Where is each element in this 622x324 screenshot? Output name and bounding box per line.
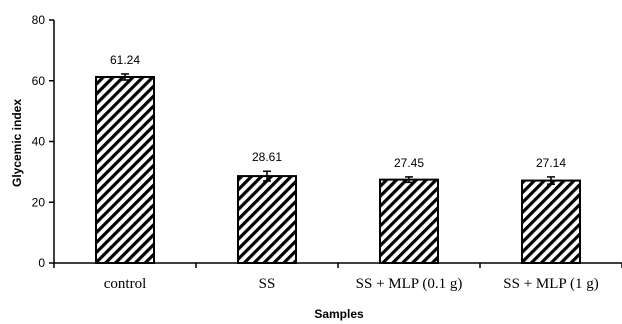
bar <box>237 175 297 264</box>
x-category-label: control <box>104 276 147 292</box>
data-label: 28.61 <box>252 150 282 164</box>
y-tick-label: 60 <box>32 74 46 88</box>
x-category-label: SS + MLP (0.1 g) <box>356 276 463 292</box>
data-label: 27.14 <box>536 156 566 170</box>
data-label: 61.24 <box>110 53 140 67</box>
y-tick-label: 20 <box>32 195 46 209</box>
data-label: 27.45 <box>394 156 424 170</box>
bar <box>379 178 439 264</box>
y-tick-label: 80 <box>32 13 46 27</box>
bar <box>521 179 581 265</box>
x-axis-title: Samples <box>314 307 364 321</box>
x-category-label: SS <box>259 276 276 292</box>
y-tick-label: 0 <box>38 256 45 270</box>
y-tick-label: 40 <box>32 135 46 149</box>
bars: 61.24 28.61 27.45 27.14 <box>95 53 581 265</box>
y-axis-title: Glycemic index <box>10 99 24 187</box>
y-axis: 0 20 40 60 80 <box>32 13 55 270</box>
x-axis: control SS SS + MLP (0.1 g) SS + MLP (1 g) <box>53 262 622 292</box>
x-category-label: SS + MLP (1 g) <box>503 276 598 292</box>
bar <box>95 75 155 264</box>
